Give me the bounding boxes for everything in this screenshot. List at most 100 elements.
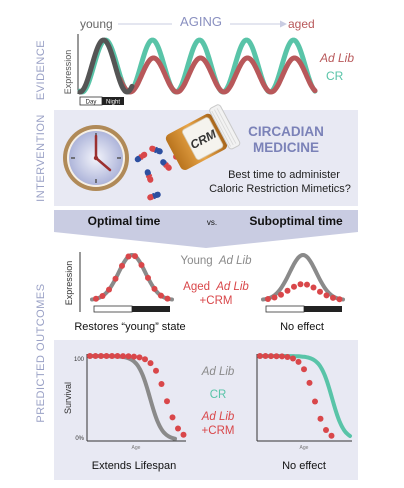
- data-dot-2: [278, 291, 284, 298]
- survival-legend-adlib-red: Ad Lib: [201, 411, 235, 423]
- data-dot-13: [158, 381, 165, 387]
- data-dot-4: [279, 353, 285, 360]
- data-dot-4: [119, 262, 125, 269]
- expression-ylabel: Expression: [64, 261, 74, 306]
- legend-aged-word: Aged: [183, 281, 210, 293]
- data-dot-0: [93, 295, 99, 302]
- data-dot-5: [114, 353, 121, 359]
- survival-legend-cr: CR: [210, 389, 227, 401]
- no-effect-caption-2: No effect: [282, 460, 326, 472]
- adlib-rhythm-curve: [117, 55, 318, 95]
- data-dot-5: [284, 354, 291, 360]
- day-label: Day: [86, 100, 97, 106]
- vs-label: vs.: [207, 218, 217, 227]
- survival-tick-0: 0%: [75, 436, 84, 442]
- suboptimal-time-label: Suboptimal time: [249, 214, 343, 228]
- side-label-evidence: EVIDENCE: [35, 40, 47, 100]
- aging-arrow-head: [280, 20, 287, 28]
- timing-header-band: [54, 210, 358, 232]
- right-crm-survival-dots: [257, 353, 335, 439]
- data-dot-0: [87, 353, 93, 359]
- data-dot-9: [323, 292, 330, 299]
- left-young-expression-curve: [90, 252, 174, 302]
- right-aged-crm-dots: [265, 281, 343, 303]
- data-dot-9: [306, 379, 313, 386]
- data-dot-10: [330, 294, 336, 301]
- aging-label-bg: [172, 14, 230, 30]
- data-dot-3: [273, 353, 280, 360]
- data-dot-6: [132, 253, 138, 260]
- data-dot-7: [125, 353, 132, 360]
- data-dot-8: [131, 353, 137, 360]
- timing-header-pointer: [54, 232, 358, 248]
- data-dot-11: [147, 360, 154, 367]
- legend-aged-adlib-word: Ad Lib: [215, 281, 249, 293]
- night-label: Night: [106, 100, 120, 106]
- survival-panel: [54, 340, 358, 480]
- survival-legend-crm: +CRM: [202, 425, 235, 437]
- pill-bottle-icon: CRM: [165, 104, 241, 170]
- left-crm-survival-dots: [87, 353, 187, 438]
- right-night-bar: [304, 306, 342, 312]
- restores-young-caption: Restores “young” state: [74, 321, 185, 333]
- data-dot-1: [271, 294, 278, 301]
- data-dot-7: [138, 262, 145, 268]
- right-day-bar: [265, 305, 305, 313]
- survival-legend-adlib: Ad Lib: [201, 366, 235, 378]
- data-dot-11: [317, 415, 324, 422]
- data-dot-15: [169, 414, 176, 421]
- data-dot-8: [145, 274, 151, 281]
- legend-young-adlib-word: Ad Lib: [218, 255, 252, 267]
- aging-label: AGING: [180, 14, 222, 29]
- data-dot-4: [291, 283, 297, 290]
- data-dot-5: [297, 281, 304, 288]
- night-bar: [102, 97, 124, 105]
- left-day-bar: [93, 305, 133, 313]
- legend-cr: CR: [326, 69, 344, 83]
- survival-tick-100: 100: [74, 357, 85, 363]
- optimal-time-label: Optimal time: [88, 214, 161, 228]
- question-line2: Caloric Restriction Mimetics?: [209, 183, 351, 195]
- young-rhythm-curve: [77, 37, 135, 95]
- right-age-label: Age: [300, 445, 309, 451]
- legend-aged-adlib: Aged Ad Lib: [183, 281, 249, 293]
- data-dot-7: [295, 358, 302, 365]
- data-dot-6: [304, 281, 310, 288]
- data-dot-1: [262, 353, 269, 359]
- data-dot-17: [180, 431, 187, 438]
- data-dot-3: [284, 287, 291, 294]
- legend-crm: +CRM: [200, 295, 233, 307]
- data-dot-2: [98, 353, 104, 359]
- side-label-predicted: PREDICTED OUTCOMES: [35, 283, 47, 422]
- question-line1: Best time to administer: [228, 169, 340, 181]
- data-dot-14: [164, 398, 170, 405]
- left-age-label: Age: [132, 445, 141, 451]
- data-dot-3: [103, 353, 110, 359]
- legend-young-adlib: Young Ad Lib: [180, 255, 252, 267]
- data-dot-10: [312, 398, 318, 405]
- circadian-title-line1: CIRCADIAN: [248, 124, 324, 139]
- evidence-expression-label: Expression: [63, 50, 73, 95]
- data-dot-13: [328, 432, 335, 439]
- data-dot-11: [164, 295, 171, 302]
- legend-adlib: Ad Lib: [319, 51, 354, 65]
- right-young-expression-curve: [261, 252, 345, 302]
- legend-young-word: Young: [180, 255, 212, 267]
- data-dot-0: [265, 296, 271, 302]
- left-aged-crm-dots: [93, 253, 171, 302]
- extends-lifespan-caption: Extends Lifespan: [92, 460, 176, 472]
- left-night-bar: [132, 306, 170, 312]
- data-dot-5: [125, 253, 132, 260]
- data-dot-7: [310, 284, 317, 291]
- data-dot-0: [257, 353, 263, 359]
- data-dot-2: [268, 353, 274, 360]
- data-dot-10: [158, 292, 164, 299]
- aged-label: aged: [288, 17, 315, 31]
- data-dot-12: [323, 427, 329, 433]
- data-dot-9: [151, 285, 158, 292]
- clock-icon: [63, 125, 129, 191]
- data-dot-8: [301, 366, 307, 373]
- data-dot-3: [112, 275, 119, 282]
